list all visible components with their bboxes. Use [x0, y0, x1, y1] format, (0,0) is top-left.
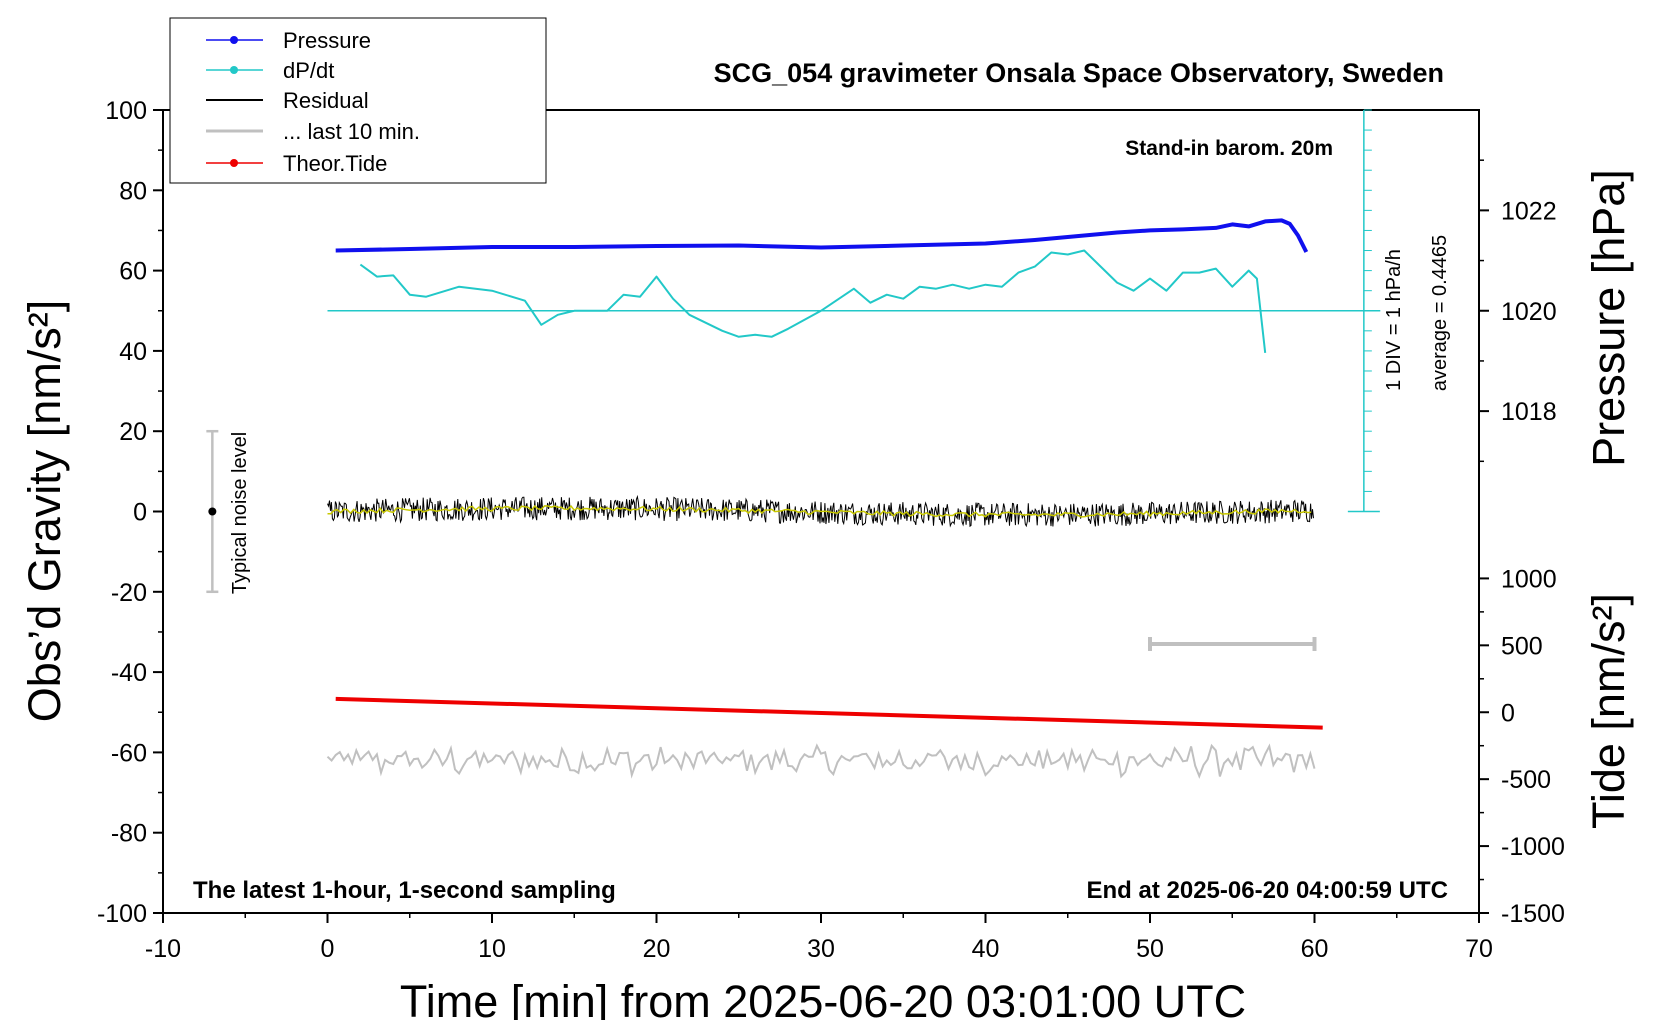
legend-tide-label: Theor.Tide: [283, 151, 387, 176]
x-axis-label: Time [min] from 2025-06-20 03:01:00 UTC: [400, 976, 1246, 1020]
ticks-layer: -10 0 10 20 30 40 50 60 70100806040200-20-40-60-…: [97, 97, 1565, 963]
x-tick-label: 40: [972, 935, 1000, 963]
y-axis-label-tide: Tide [nm/s²]: [1583, 593, 1634, 829]
x-tick-label: 70: [1465, 935, 1493, 963]
y-tick-label: -60: [111, 739, 147, 767]
tide-tick-label: 0: [1501, 699, 1515, 727]
y-tick-label: 40: [119, 338, 147, 366]
legend-entry-pressure: Pressure: [206, 28, 371, 53]
legend-tide-marker: [230, 159, 238, 167]
y-tick-label: 0: [133, 499, 147, 527]
dpdt-line: [359, 249, 1267, 354]
series-layer: [206, 109, 1381, 779]
y-tick-label: 100: [105, 97, 147, 125]
y-tick-label: 20: [119, 418, 147, 446]
tide-tick-label: -1500: [1501, 900, 1565, 928]
x-tick-label: 10: [478, 935, 506, 963]
dpdt-average-label: average = 0.4465: [1429, 235, 1451, 391]
chart-title: SCG_054 gravimeter Onsala Space Observat…: [714, 58, 1444, 88]
legend-dpdt-marker: [230, 66, 238, 74]
last-10-min-line: [326, 743, 1316, 779]
tide-tick-label: 1000: [1501, 565, 1557, 593]
legend-dpdt-label: dP/dt: [283, 58, 334, 83]
pressure-tick-label: 1020: [1501, 298, 1557, 326]
tide-tick-label: -500: [1501, 766, 1551, 794]
noise-level-label: Typical noise level: [229, 432, 251, 594]
x-tick-label: 20: [643, 935, 671, 963]
y-axis-label-pressure: Pressure [hPa]: [1583, 169, 1634, 467]
theor-tide-line: [335, 696, 1323, 730]
legend-residual-label: Residual: [283, 88, 369, 113]
y-tick-label: -20: [111, 579, 147, 607]
y-tick-label: 60: [119, 258, 147, 286]
bottom-right-note: End at 2025-06-20 04:00:59 UTC: [1087, 877, 1449, 904]
tide-tick-label: 500: [1501, 632, 1543, 660]
x-tick-label: -10: [145, 935, 181, 963]
legend-pressure-marker: [230, 36, 238, 44]
x-tick-label: 50: [1136, 935, 1164, 963]
pressure-line: [335, 218, 1309, 253]
x-tick-label: 60: [1301, 935, 1329, 963]
pressure-tick-label: 1018: [1501, 398, 1557, 426]
x-tick-label: 30: [807, 935, 835, 963]
y-tick-label: 80: [119, 177, 147, 205]
legend: Pressure dP/dt Residual ... last 10 min.…: [169, 17, 547, 184]
legend-entry-dpdt: dP/dt: [206, 58, 334, 83]
y-tick-label: -100: [97, 900, 147, 928]
dpdt-scale-label: 1 DIV = 1 hPa/h: [1383, 249, 1405, 391]
bottom-left-note: The latest 1-hour, 1-second sampling: [193, 877, 616, 904]
tide-tick-label: -1000: [1501, 833, 1565, 861]
x-tick-label: 0: [321, 935, 335, 963]
legend-pressure-label: Pressure: [283, 28, 371, 53]
chart-subtitle: Stand-in barom. 20m: [1125, 137, 1333, 160]
y-axis-label-gravity: Obs’d Gravity [nm/s²]: [19, 300, 70, 723]
legend-entry-last10: ... last 10 min.: [206, 119, 420, 144]
legend-entry-tide: Theor.Tide: [206, 151, 387, 176]
residual-line: [327, 494, 1314, 528]
legend-entry-residual: Residual: [206, 88, 369, 113]
legend-last10-label: ... last 10 min.: [283, 119, 420, 144]
pressure-tick-label: 1022: [1501, 197, 1557, 225]
noise-bar-center: [208, 507, 217, 516]
residual-smoothed-line: [327, 504, 1312, 518]
y-tick-label: -40: [111, 659, 147, 687]
y-tick-label: -80: [111, 820, 147, 848]
